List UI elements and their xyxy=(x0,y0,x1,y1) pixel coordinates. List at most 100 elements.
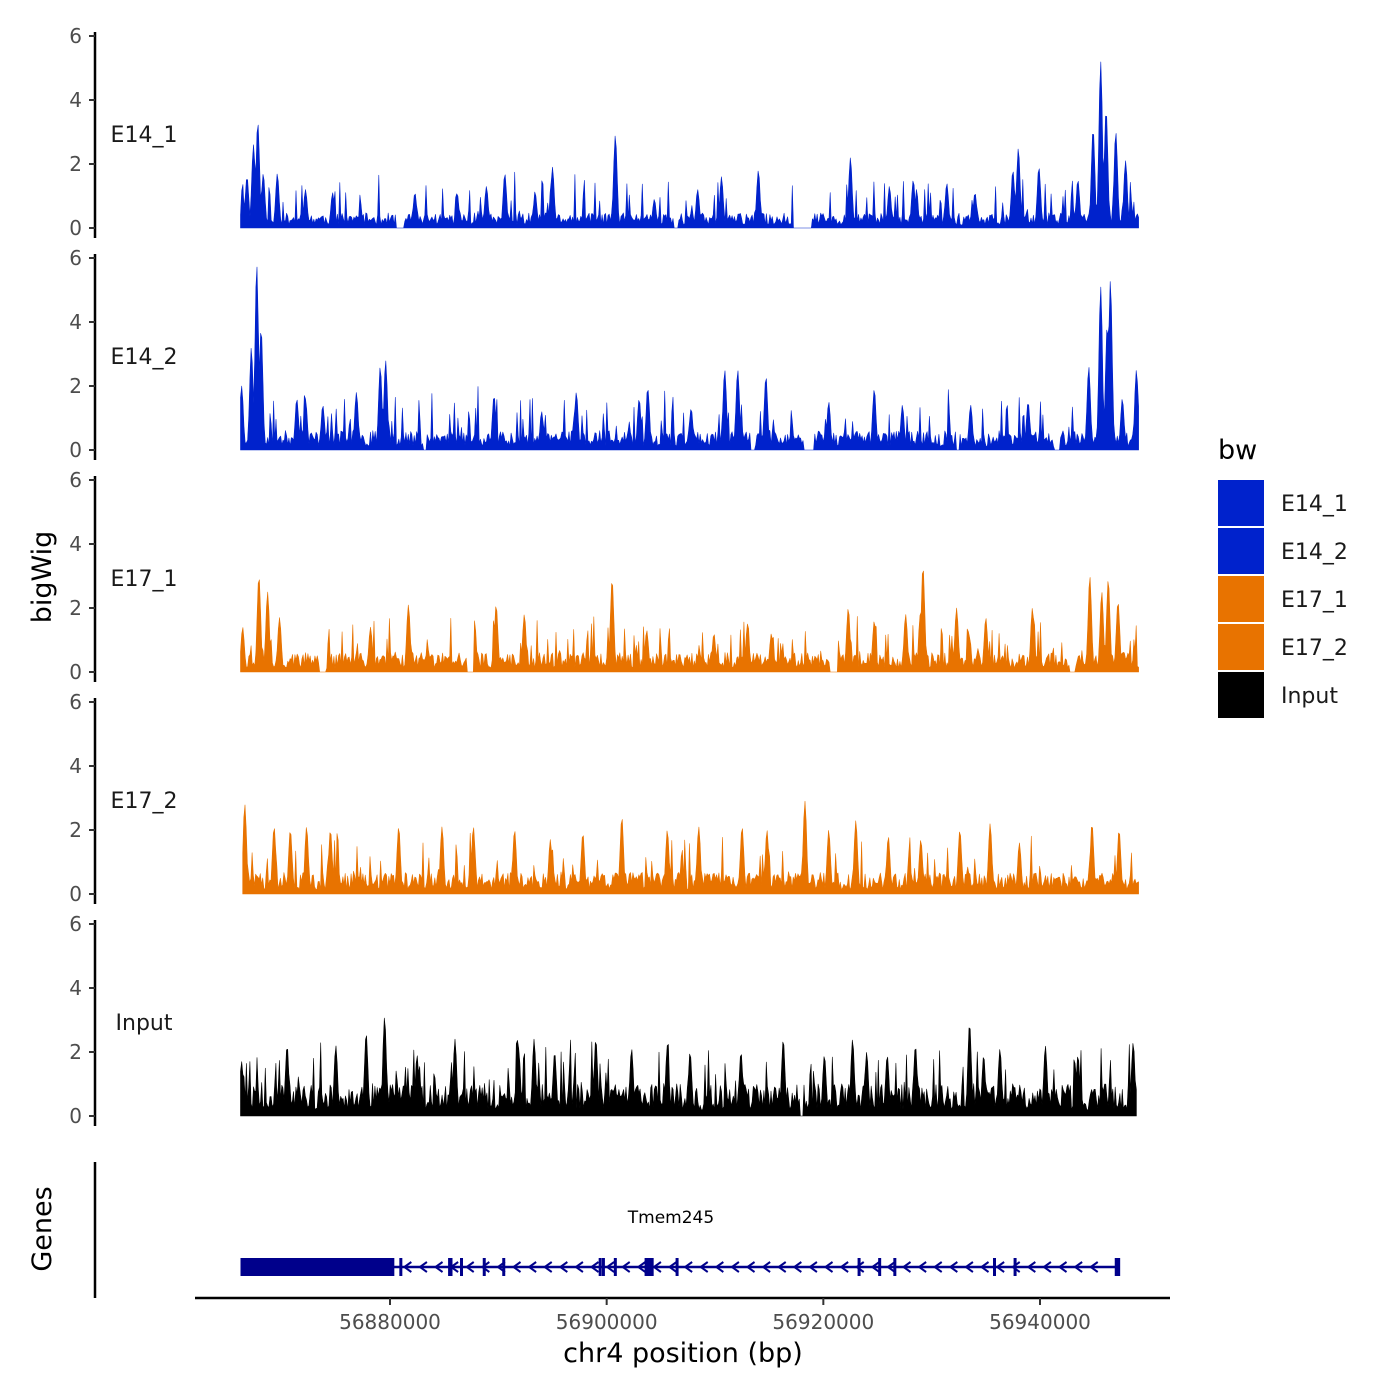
gene-exon xyxy=(857,1258,861,1276)
legend-label-Input: Input xyxy=(1281,684,1338,709)
x-tick-label: 56940000 xyxy=(989,1310,1091,1334)
strand-chevron xyxy=(699,1261,709,1273)
y-tick-label: 4 xyxy=(69,532,82,556)
strand-chevron xyxy=(511,1261,522,1273)
track-Input: 0 2 4 6 Input xyxy=(69,912,1137,1128)
legend-label-E14_2: E14_2 xyxy=(1281,540,1348,565)
gene-exon-block xyxy=(240,1258,395,1276)
legend: bw E14_1 E14_2 E17_1 E17_2 Input xyxy=(1218,435,1348,718)
legend-swatch-E17_1 xyxy=(1218,576,1264,622)
gene-name-label: Tmem245 xyxy=(627,1208,714,1228)
x-tick-label: 56880000 xyxy=(339,1310,441,1334)
gene-exon xyxy=(601,1258,605,1276)
strand-chevron xyxy=(714,1261,724,1273)
strand-chevron xyxy=(589,1261,600,1273)
gene-exon-block xyxy=(448,1258,453,1276)
x-tick-label: 56900000 xyxy=(556,1310,658,1334)
y-axis-title: bigWig xyxy=(27,531,58,624)
gene-exon xyxy=(399,1258,403,1276)
legend-swatch-E14_2 xyxy=(1218,528,1264,574)
strand-chevron xyxy=(1073,1261,1083,1273)
strand-chevron xyxy=(870,1261,880,1273)
y-tick-label: 0 xyxy=(69,882,82,906)
y-tick-label: 0 xyxy=(69,216,82,240)
strand-chevron xyxy=(933,1261,943,1273)
signal-area-E14_1 xyxy=(240,61,1139,229)
legend-swatch-E14_1 xyxy=(1218,480,1264,526)
y-tick-label: 0 xyxy=(69,660,82,684)
y-tick-label: 6 xyxy=(69,24,82,48)
gene-exon-block xyxy=(644,1258,653,1276)
track-E17_2: 0 2 4 6 E17_2 xyxy=(69,690,1139,906)
y-tick-label: 4 xyxy=(69,754,82,778)
gene-exon xyxy=(482,1258,486,1276)
gene-exon xyxy=(893,1258,897,1276)
strand-chevron xyxy=(480,1261,490,1273)
legend-swatch-Input xyxy=(1218,672,1264,718)
signal-area-E14_2 xyxy=(240,266,1139,451)
signal-area-Input xyxy=(240,1017,1137,1117)
gene-exon xyxy=(460,1258,463,1276)
track-label: E14_2 xyxy=(111,345,178,370)
signal-tracks: 0 2 4 6 E14_1 0 2 4 6 E14_2 0 2 4 6 E17_1 0 2 4 6 E17_2 0 2 4 6… xyxy=(69,24,1139,1128)
strand-chevron xyxy=(855,1261,865,1273)
y-tick-label: 4 xyxy=(69,976,82,1000)
strand-chevron xyxy=(543,1261,553,1273)
strand-chevron xyxy=(808,1261,818,1273)
track-label: E14_1 xyxy=(111,123,178,148)
y-tick-label: 2 xyxy=(69,596,82,620)
legend-label-E17_2: E17_2 xyxy=(1281,636,1348,661)
strand-chevron xyxy=(1057,1261,1068,1273)
track-E14_1: 0 2 4 6 E14_1 xyxy=(69,24,1139,240)
y-tick-label: 6 xyxy=(69,246,82,270)
signal-area-E17_1 xyxy=(240,570,1139,673)
strand-chevron xyxy=(777,1261,787,1273)
strand-chevron xyxy=(917,1261,927,1273)
strand-chevron xyxy=(527,1261,537,1273)
strand-chevron xyxy=(433,1261,444,1273)
x-axis: 56880000 56900000 56920000 56940000 xyxy=(195,1296,1170,1334)
y-tick-label: 2 xyxy=(69,818,82,842)
y-tick-label: 6 xyxy=(69,468,82,492)
signal-area-E17_2 xyxy=(242,800,1139,895)
legend-title: bw xyxy=(1218,435,1257,466)
strand-chevron xyxy=(839,1261,849,1273)
track-label: E17_1 xyxy=(111,567,178,592)
gene-panel: Tmem245 xyxy=(93,1162,1121,1298)
strand-chevron xyxy=(979,1261,990,1273)
strand-chevron xyxy=(1011,1261,1021,1273)
strand-chevron xyxy=(667,1261,678,1273)
x-axis-title: chr4 position (bp) xyxy=(563,1338,803,1369)
strand-chevron xyxy=(761,1261,771,1273)
legend-label-E17_1: E17_1 xyxy=(1281,588,1348,613)
strand-chevron xyxy=(792,1261,802,1273)
genes-axis-title: Genes xyxy=(27,1186,58,1271)
gene-exon xyxy=(1013,1258,1017,1276)
y-tick-label: 6 xyxy=(69,912,82,936)
strand-chevron xyxy=(995,1261,1005,1273)
strand-chevron xyxy=(465,1261,475,1273)
track-label: E17_2 xyxy=(111,789,178,814)
y-tick-label: 6 xyxy=(69,690,82,714)
strand-chevron xyxy=(605,1261,615,1273)
strand-chevron xyxy=(636,1261,646,1273)
y-tick-label: 0 xyxy=(69,438,82,462)
strand-chevron xyxy=(1026,1261,1036,1273)
strand-chevron xyxy=(886,1261,896,1273)
y-tick-label: 2 xyxy=(69,152,82,176)
gene-exon xyxy=(598,1258,602,1276)
legend-label-E14_1: E14_1 xyxy=(1281,492,1348,517)
strand-chevron xyxy=(683,1261,693,1273)
strand-chevron xyxy=(418,1261,428,1273)
gene-exon xyxy=(650,1258,654,1276)
gene-exon xyxy=(993,1258,996,1276)
y-tick-label: 0 xyxy=(69,1104,82,1128)
strand-chevron xyxy=(621,1261,631,1273)
track-label: Input xyxy=(116,1011,173,1036)
y-tick-label: 4 xyxy=(69,88,82,112)
strand-chevron xyxy=(1042,1261,1052,1273)
strand-chevron xyxy=(558,1261,568,1273)
strand-chevron xyxy=(745,1261,756,1273)
gene-exon xyxy=(675,1258,679,1276)
